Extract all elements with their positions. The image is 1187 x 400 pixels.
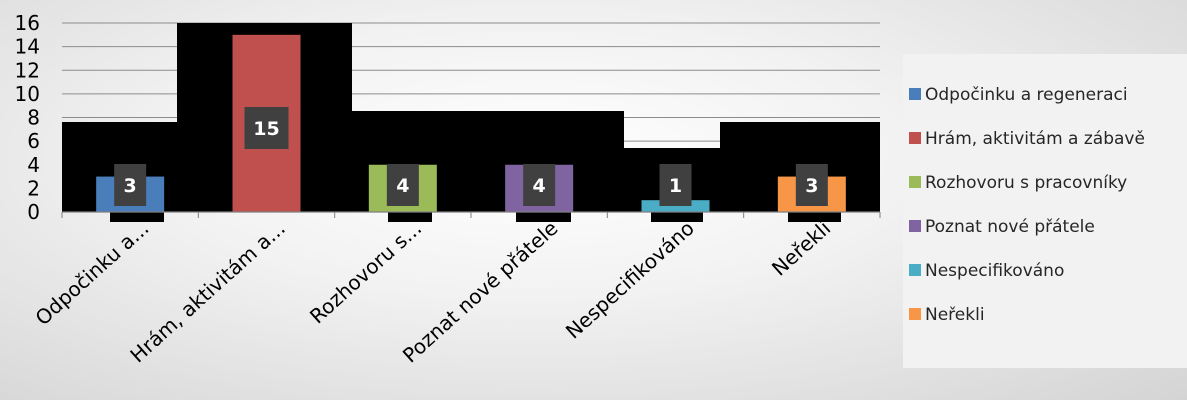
legend-item-label: Hrám, aktivitám a zábavě bbox=[925, 129, 1145, 149]
x-tick-label: Rozhovoru s... bbox=[305, 216, 426, 328]
legend-swatch bbox=[909, 132, 921, 144]
legend-swatch bbox=[909, 176, 921, 188]
x-tick-label: Hrám, aktivitám a... bbox=[125, 216, 289, 367]
y-tick-label: 0 bbox=[27, 200, 40, 224]
legend-item-label: Poznat nové přátele bbox=[925, 217, 1095, 237]
data-label: 4 bbox=[396, 175, 409, 197]
y-tick-label: 14 bbox=[15, 35, 40, 59]
x-tick-label: Neřekli bbox=[767, 216, 835, 281]
bar bbox=[641, 200, 710, 212]
data-label: 1 bbox=[669, 175, 682, 197]
legend-swatch bbox=[909, 264, 921, 276]
y-tick-label: 2 bbox=[27, 176, 40, 200]
data-label-box bbox=[795, 164, 828, 206]
data-label-box bbox=[386, 164, 419, 206]
y-tick-label: 4 bbox=[27, 153, 40, 177]
y-tick-label: 8 bbox=[27, 106, 40, 130]
legend-swatch bbox=[909, 88, 921, 100]
y-tick-label: 10 bbox=[15, 82, 40, 106]
data-label-box bbox=[114, 164, 147, 206]
data-label: 4 bbox=[533, 175, 546, 197]
legend-item-label: Odpočinku a regeneraci bbox=[925, 85, 1128, 105]
legend-item-label: Nespecifikováno bbox=[925, 261, 1064, 281]
bars bbox=[96, 34, 846, 212]
legend-swatch bbox=[909, 308, 921, 320]
x-tick-label: Poznat nové přátele bbox=[398, 216, 563, 368]
data-labels: 3 15 4 4 1 3 bbox=[114, 107, 828, 206]
data-label-box bbox=[523, 164, 556, 206]
x-tick-label: Odpočinku a... bbox=[30, 216, 153, 330]
legend[interactable]: Odpočinku a regeneraci Hrám, aktivitám a … bbox=[903, 54, 1187, 368]
y-tick-label: 12 bbox=[15, 58, 40, 82]
data-label: 3 bbox=[805, 175, 818, 197]
legend-swatch bbox=[909, 220, 921, 232]
legend-item-label: Neřekli bbox=[925, 305, 985, 325]
data-label: 3 bbox=[124, 175, 137, 197]
y-tick-label: 16 bbox=[15, 11, 40, 35]
legend-item-label: Rozhovoru s pracovníky bbox=[925, 173, 1127, 193]
x-axis bbox=[61, 211, 881, 218]
x-tick-label: Nespecifikováno bbox=[561, 216, 699, 344]
data-label-box bbox=[244, 107, 289, 149]
y-tick-label: 6 bbox=[27, 129, 40, 153]
x-tick-labels: Odpočinku a...Hrám, aktivitám a... Rozhov… bbox=[30, 216, 835, 368]
data-label-box bbox=[659, 164, 692, 206]
black-overlay-blocks bbox=[62, 23, 880, 222]
legend-box bbox=[903, 54, 1187, 368]
data-label: 15 bbox=[253, 118, 279, 140]
